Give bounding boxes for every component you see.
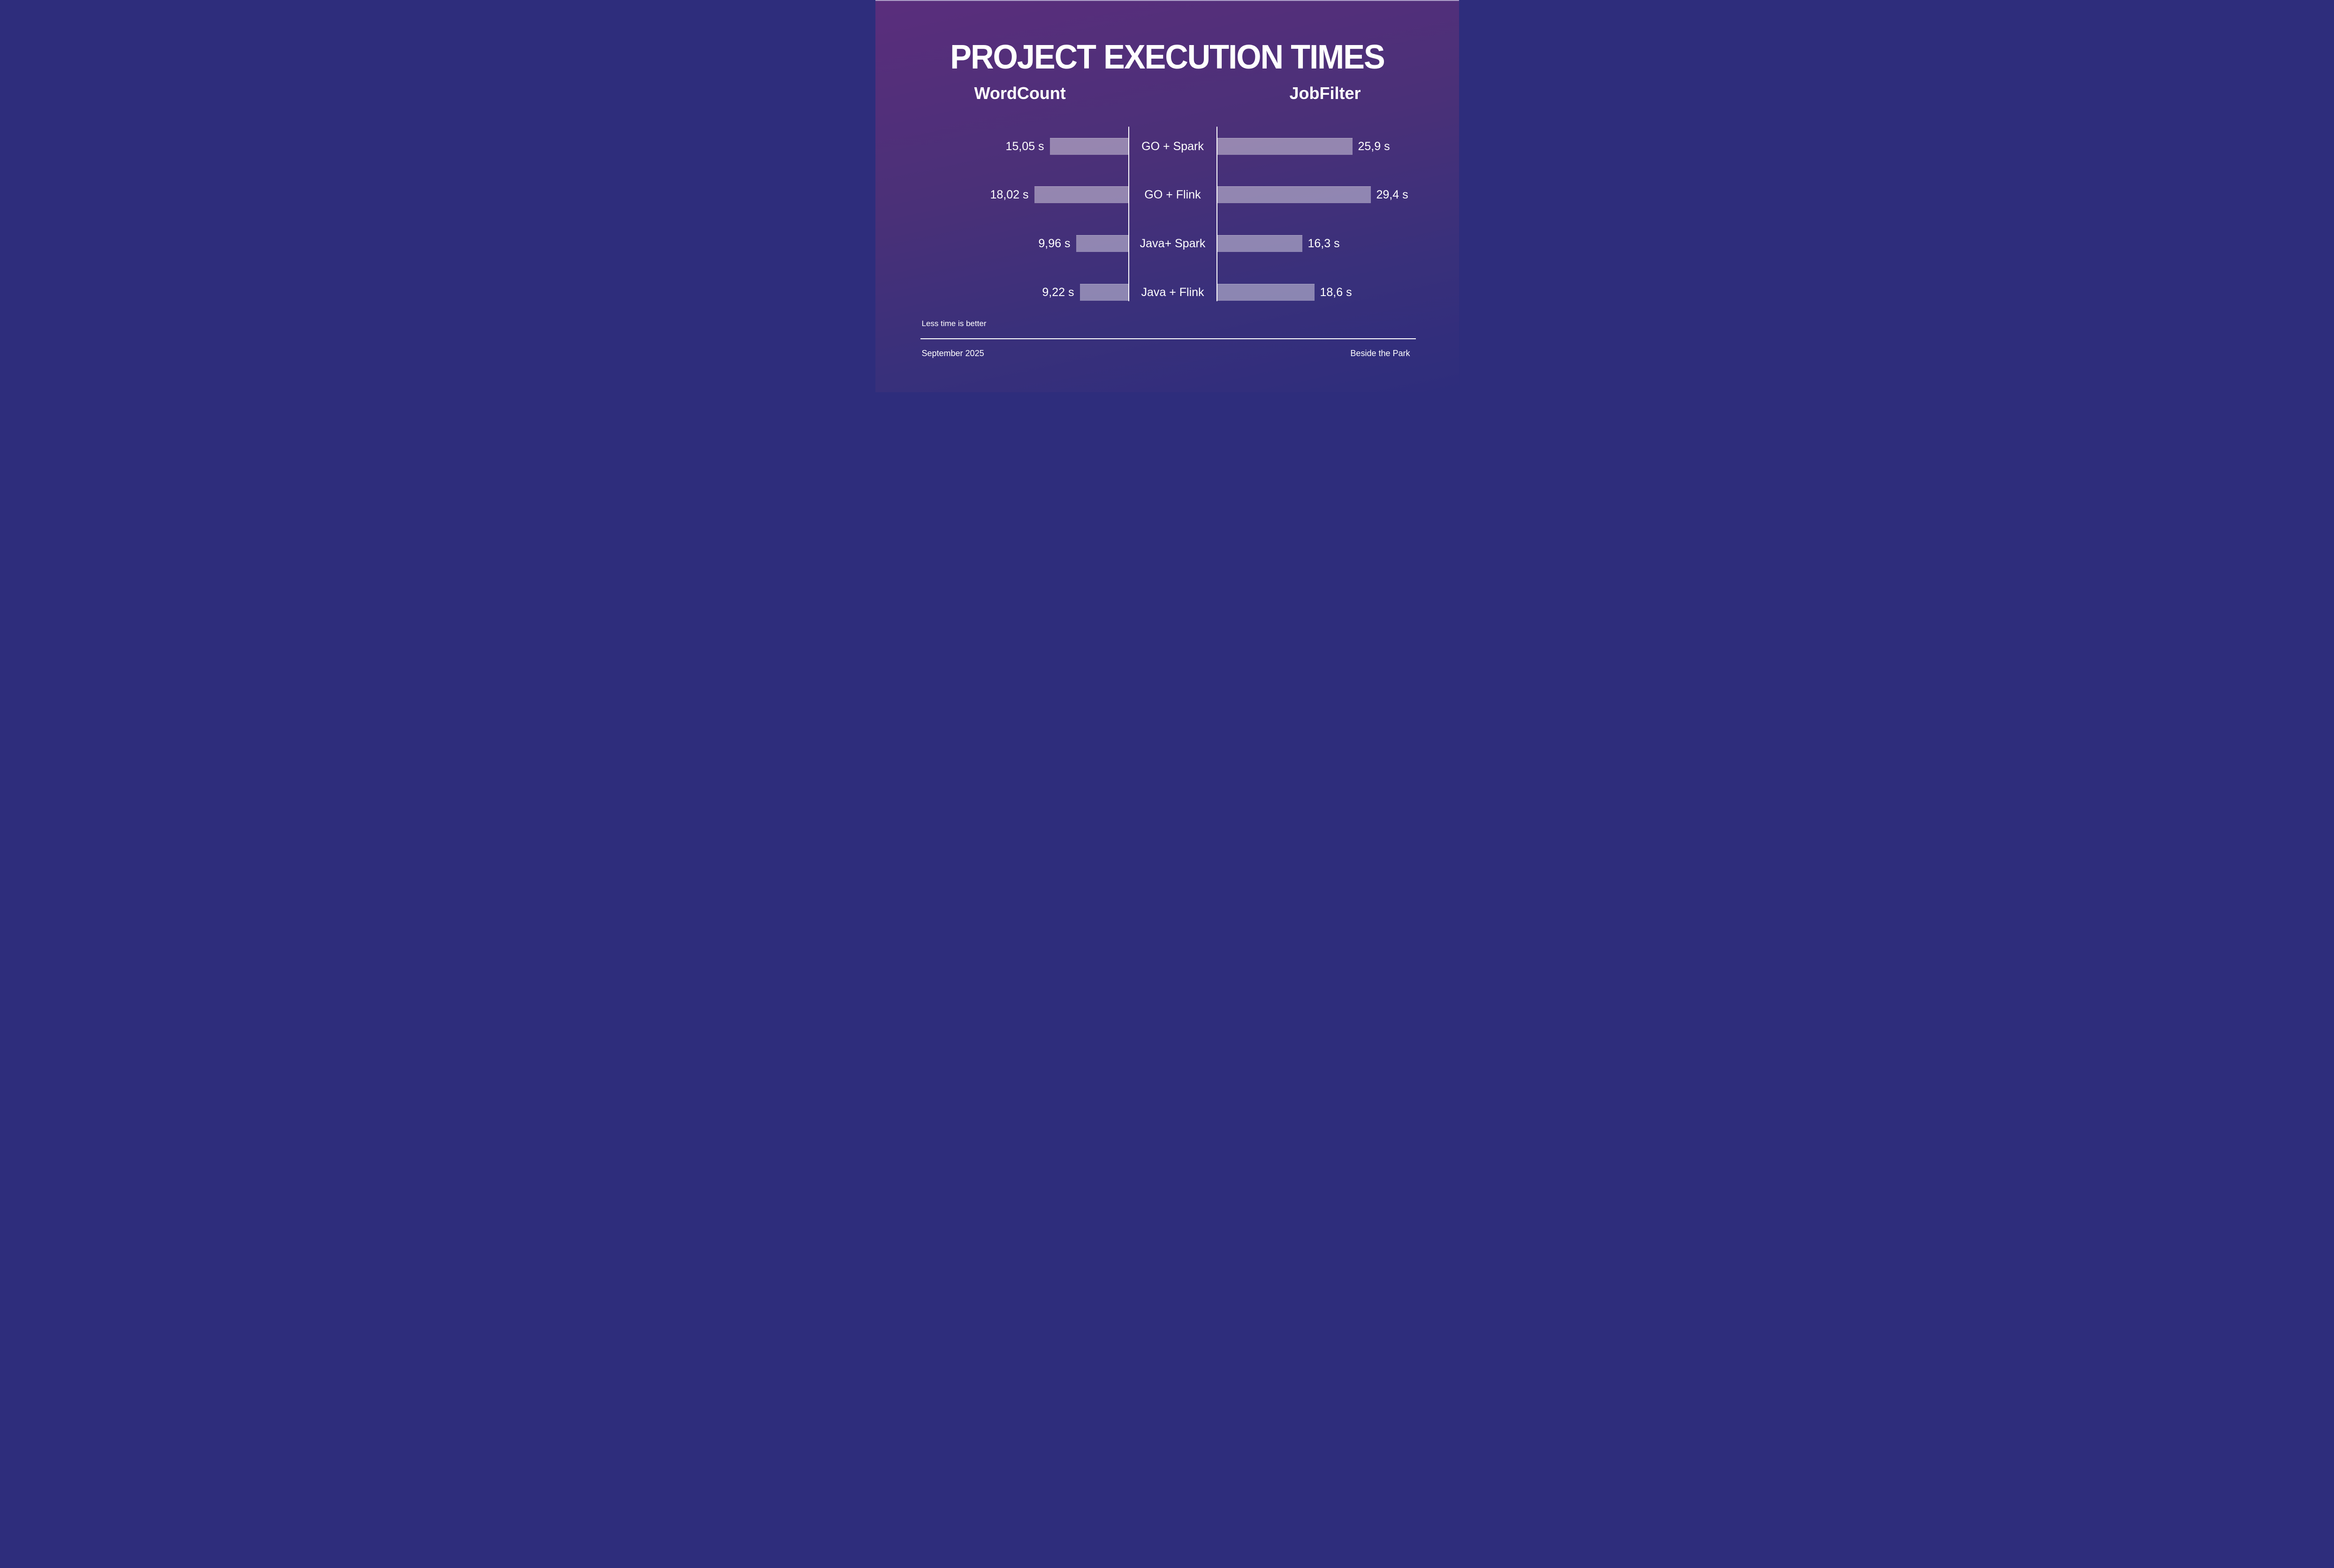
- category-label: Java+ Spark: [1140, 237, 1206, 250]
- category-label: GO + Flink: [1144, 188, 1201, 201]
- chart-header-jobfilter: JobFilter: [1289, 84, 1361, 103]
- jobfilter-bar: [1217, 235, 1302, 252]
- wordcount-bar: [1049, 138, 1128, 155]
- jobfilter-value-label: 18,6 s: [1320, 286, 1352, 299]
- footer-date: September 2025: [921, 349, 984, 358]
- wordcount-bar: [1080, 284, 1128, 301]
- footer-divider: [920, 338, 1416, 339]
- jobfilter-bar: [1217, 284, 1315, 301]
- wordcount-bar: [1076, 235, 1128, 252]
- jobfilter-bar: [1217, 186, 1371, 203]
- poster-canvas: PROJECT EXECUTION TIMES WordCount JobFil…: [875, 0, 1459, 392]
- wordcount-value-label: 15,05 s: [1005, 140, 1044, 153]
- footer-author: Beside the Park: [1350, 349, 1410, 358]
- category-label: Java + Flink: [1141, 286, 1204, 299]
- jobfilter-bar: [1217, 138, 1353, 155]
- wordcount-bar: [1034, 186, 1128, 203]
- chart-footnote: Less time is better: [921, 319, 987, 328]
- jobfilter-value-label: 16,3 s: [1308, 237, 1340, 250]
- top-accent-strip: [875, 0, 1459, 1]
- jobfilter-value-label: 25,9 s: [1358, 140, 1390, 153]
- wordcount-value-label: 9,96 s: [1038, 237, 1071, 250]
- chart-header-wordcount: WordCount: [974, 84, 1066, 103]
- wordcount-value-label: 18,02 s: [990, 188, 1029, 201]
- jobfilter-value-label: 29,4 s: [1376, 188, 1408, 201]
- wordcount-axis-line: [1128, 127, 1129, 301]
- wordcount-value-label: 9,22 s: [1042, 286, 1074, 299]
- category-label: GO + Spark: [1141, 140, 1204, 153]
- jobfilter-axis-line: [1216, 127, 1217, 301]
- page-title: PROJECT EXECUTION TIMES: [950, 38, 1385, 76]
